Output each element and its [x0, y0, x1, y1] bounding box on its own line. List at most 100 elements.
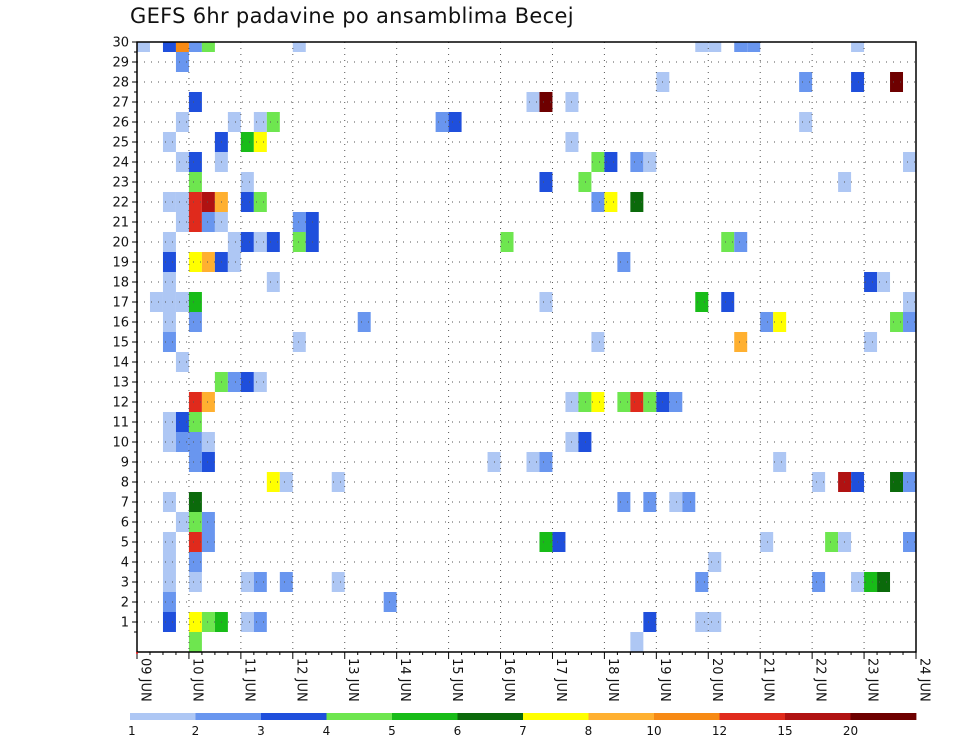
heatmap-cell: [253, 572, 267, 592]
heatmap-cell: [227, 232, 241, 252]
heatmap-cell: [253, 112, 267, 132]
heatmap-cell: [162, 232, 176, 252]
heatmap-cell: [162, 292, 176, 312]
heatmap-cell: [162, 432, 176, 452]
heatmap-cell: [175, 192, 189, 212]
y-tick-label: 15: [112, 336, 129, 351]
heatmap-cell: [162, 592, 176, 612]
y-tick-label: 2: [121, 596, 129, 611]
heatmap-cell: [591, 152, 605, 172]
heatmap-cell: [188, 152, 202, 172]
heatmap-cell: [695, 612, 709, 632]
heatmap-cell: [175, 112, 189, 132]
legend-swatch: [130, 713, 196, 720]
heatmap-cell: [864, 332, 878, 352]
heatmap-cell: [188, 192, 202, 212]
heatmap-cell: [188, 532, 202, 552]
legend-swatch: [523, 713, 589, 720]
heatmap-cell: [773, 452, 787, 472]
heatmap-cell: [137, 42, 150, 52]
heatmap-cell: [175, 152, 189, 172]
heatmap-cell: [903, 152, 916, 172]
heatmap-cell: [669, 392, 683, 412]
heatmap-cell: [539, 92, 553, 112]
heatmap-cell: [851, 472, 865, 492]
heatmap-cell: [292, 332, 306, 352]
y-tick-label: 5: [121, 536, 129, 551]
heatmap-cell: [253, 612, 267, 632]
heatmap-cell: [162, 532, 176, 552]
heatmap-cell: [201, 512, 215, 532]
heatmap-cell: [266, 112, 280, 132]
heatmap-cell: [331, 472, 345, 492]
heatmap-cell: [760, 312, 774, 332]
heatmap-cells: [137, 42, 916, 652]
y-tick-label: 17: [112, 296, 129, 311]
heatmap-cell: [578, 172, 592, 192]
heatmap-cell: [201, 192, 215, 212]
heatmap-cell: [578, 432, 592, 452]
heatmap-cell: [383, 592, 397, 612]
heatmap-cell: [162, 192, 176, 212]
heatmap-cell: [630, 392, 644, 412]
legend-label: 4: [323, 724, 331, 738]
heatmap-cell: [188, 572, 202, 592]
heatmap-cell: [799, 72, 813, 92]
heatmap-cell: [149, 292, 163, 312]
heatmap-cell: [812, 472, 826, 492]
heatmap-cell: [695, 292, 709, 312]
heatmap-cell: [877, 572, 891, 592]
heatmap-cell: [227, 372, 241, 392]
legend-swatch: [785, 713, 851, 720]
heatmap-cell: [903, 292, 916, 312]
heatmap-cell: [162, 412, 176, 432]
heatmap-cell: [188, 552, 202, 572]
heatmap-cell: [253, 372, 267, 392]
x-tick-label: 21 JUN: [761, 658, 776, 702]
legend-label: 20: [843, 724, 858, 738]
heatmap-cell: [188, 392, 202, 412]
heatmap-cell: [695, 572, 709, 592]
heatmap-cell: [604, 152, 618, 172]
heatmap-cell: [526, 452, 540, 472]
heatmap-cell: [240, 132, 254, 152]
x-tick-label: 20 JUN: [709, 658, 724, 702]
legend-label: 6: [454, 724, 462, 738]
heatmap-cell: [331, 572, 345, 592]
heatmap-cell: [240, 192, 254, 212]
heatmap-cell: [240, 372, 254, 392]
heatmap-cell: [240, 612, 254, 632]
heatmap-cell: [630, 632, 644, 652]
heatmap-cell: [851, 72, 865, 92]
heatmap-cell: [773, 312, 787, 332]
legend-label: 8: [585, 724, 593, 738]
heatmap-cell: [903, 472, 916, 492]
heatmap-cell: [643, 392, 657, 412]
heatmap-cell: [890, 72, 904, 92]
heatmap-cell: [617, 492, 631, 512]
heatmap-cell: [175, 52, 189, 72]
heatmap-cell: [175, 512, 189, 532]
heatmap-cell: [643, 492, 657, 512]
heatmap-cell: [292, 42, 306, 52]
heatmap-cell: [188, 92, 202, 112]
x-tick-label: 09 JUN: [138, 658, 153, 702]
heatmap-cell: [630, 152, 644, 172]
heatmap-cell: [708, 42, 722, 52]
heatmap-cell: [448, 112, 462, 132]
heatmap-cell: [695, 42, 709, 52]
x-tick-label: 19 JUN: [657, 658, 672, 702]
heatmap-cell: [279, 472, 293, 492]
heatmap-cell: [188, 612, 202, 632]
x-tick-label: 10 JUN: [189, 658, 204, 702]
heatmap-cell: [851, 42, 865, 52]
legend-swatch: [850, 713, 917, 720]
heatmap-cell: [162, 132, 176, 152]
heatmap-cell: [526, 92, 540, 112]
y-tick-label: 7: [121, 496, 129, 511]
heatmap-cell: [266, 472, 280, 492]
heatmap-cell: [292, 232, 306, 252]
heatmap-cell: [721, 232, 735, 252]
heatmap-cell: [734, 232, 748, 252]
